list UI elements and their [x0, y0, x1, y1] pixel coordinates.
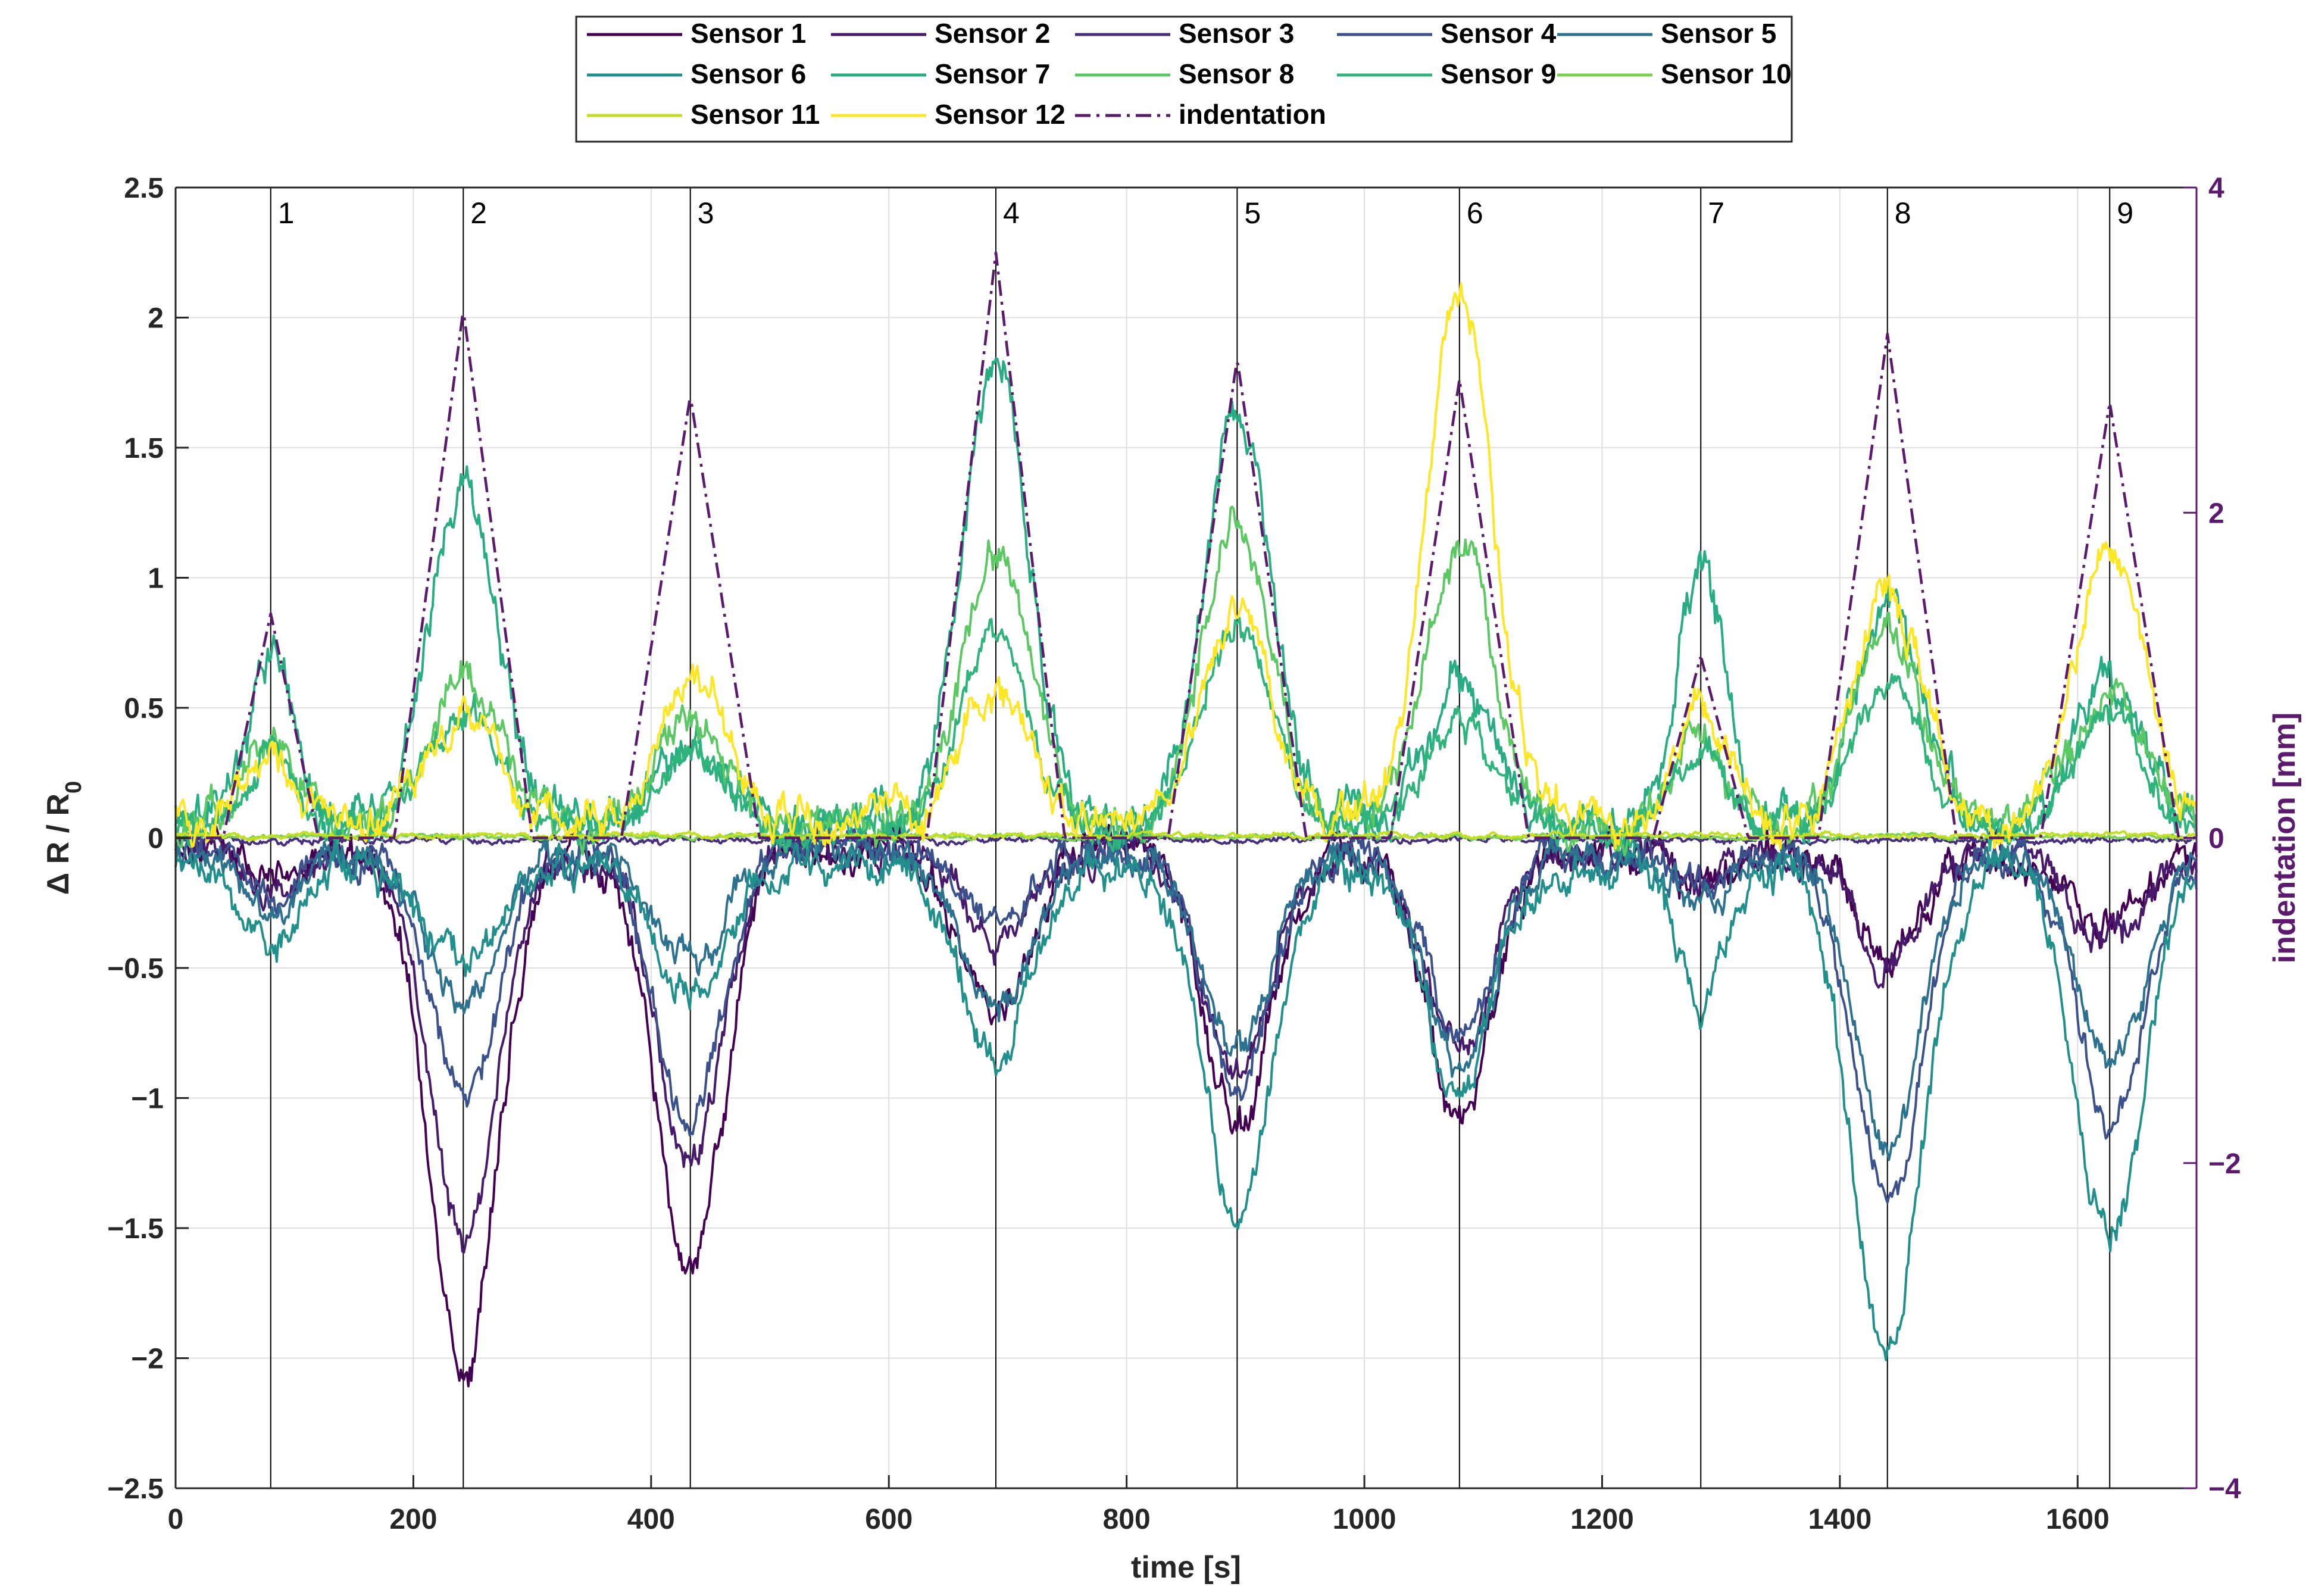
legend-label: Sensor 1 [690, 18, 806, 49]
legend-label: Sensor 8 [1179, 58, 1294, 89]
series-line-sensor-6 [174, 833, 2198, 1361]
x-tick-label: 400 [627, 1504, 675, 1535]
y-left-tick-label: −1 [131, 1083, 164, 1115]
y-right-tick-label: 4 [2208, 173, 2224, 204]
y-axis-label-left: Δ R / R0 [41, 781, 86, 895]
event-label: 7 [1708, 196, 1724, 230]
y-axis-label-right: indentation [mm] [2267, 713, 2302, 964]
event-label: 3 [698, 196, 714, 230]
series-line-sensor-11 [174, 829, 2197, 842]
legend-label: Sensor 5 [1661, 18, 1776, 49]
y-left-tick-label: −1.5 [107, 1213, 164, 1245]
y-axis-label-left-text: Δ R / R [41, 794, 76, 895]
legend-label: Sensor 3 [1179, 18, 1294, 49]
y-left-tick-label: 1.5 [124, 433, 164, 464]
x-axis-label: time [s] [1131, 1550, 1241, 1585]
x-tick-label: 800 [1103, 1504, 1151, 1535]
event-label: 6 [1467, 196, 1483, 230]
x-tick-label: 1200 [1570, 1504, 1634, 1535]
x-tick-label: 1400 [1808, 1504, 1871, 1535]
series-line-sensor-12 [174, 282, 2198, 850]
y-right-tick-label: 0 [2208, 823, 2224, 855]
legend-label: Sensor 2 [935, 18, 1050, 49]
series-line-sensor-3 [174, 833, 2196, 847]
y-left-tick-label: 1 [148, 563, 164, 595]
y-right-tick-label: −2 [2208, 1148, 2241, 1180]
legend-label: Sensor 10 [1661, 58, 1792, 89]
series-line-indentation [176, 251, 2196, 839]
event-label: 5 [1244, 196, 1261, 230]
y-left-tick-label: 2 [148, 303, 164, 335]
y-left-tick-label: 0.5 [124, 693, 164, 724]
y-right-tick-label: 2 [2208, 498, 2224, 529]
y-left-tick-label: −2 [131, 1344, 164, 1375]
event-label: 2 [470, 196, 487, 230]
series-lines [174, 251, 2198, 1388]
legend: Sensor 1 Sensor 2 Sensor 3 Sensor 4 Sensor 5… [575, 15, 1793, 143]
legend-label: Sensor 4 [1441, 18, 1557, 49]
x-tick-label: 200 [389, 1504, 437, 1535]
y-axis-label-left-subscript: 0 [61, 781, 86, 794]
legend-label: Sensor 9 [1441, 58, 1556, 89]
event-label: 9 [2117, 196, 2133, 230]
event-label: 8 [1895, 196, 1911, 230]
legend-box [575, 15, 1793, 143]
legend-label: Sensor 6 [690, 58, 806, 89]
y-left-tick-label: −2.5 [107, 1473, 164, 1505]
y-right-tick-label: −4 [2208, 1473, 2241, 1505]
event-label: 4 [1003, 196, 1020, 230]
x-tick-label: 0 [168, 1504, 184, 1535]
legend-label: Sensor 11 [690, 99, 820, 130]
axes: 0 200 400 600 800 1000 1200 1400 16002.521.510.5… [41, 173, 2302, 1585]
legend-label: Sensor 12 [935, 99, 1066, 130]
legend-label: Sensor 7 [935, 58, 1050, 89]
x-tick-label: 1600 [2046, 1504, 2110, 1535]
series-line-sensor-5 [174, 826, 2198, 1161]
series-line-sensor-4 [174, 824, 2198, 1204]
legend-label: indentation [1179, 99, 1326, 130]
y-left-tick-label: 0 [148, 823, 164, 855]
x-tick-label: 600 [865, 1504, 913, 1535]
event-label: 1 [278, 196, 295, 230]
x-tick-label: 1000 [1333, 1504, 1396, 1535]
y-left-tick-label: 2.5 [124, 173, 164, 204]
y-left-tick-label: −0.5 [107, 953, 164, 985]
